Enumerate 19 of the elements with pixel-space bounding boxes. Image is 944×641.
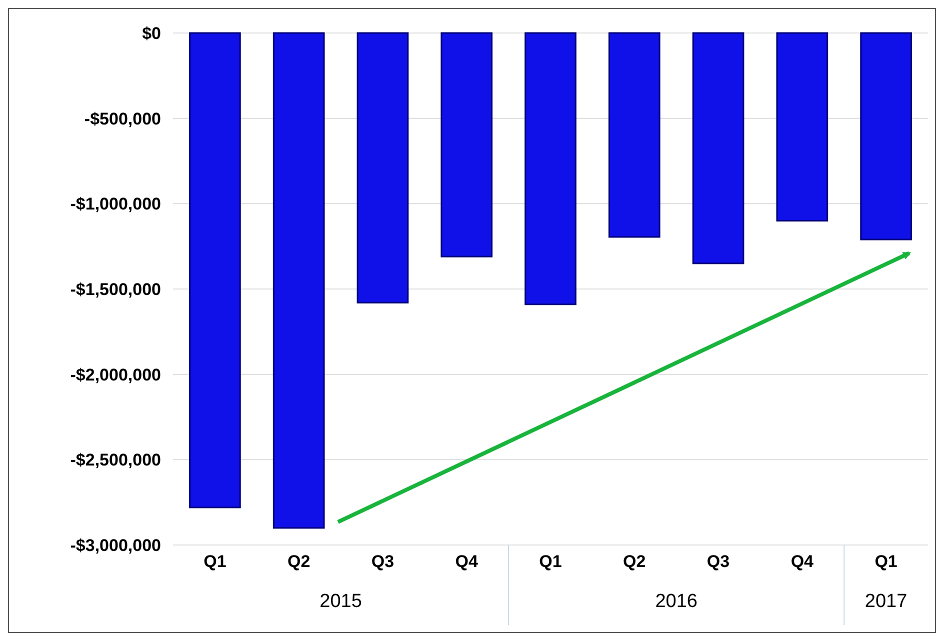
- x-tick-label: Q3: [371, 552, 394, 571]
- y-tick-label: -$3,000,000: [70, 536, 161, 555]
- x-tick-label: Q2: [623, 552, 646, 571]
- x-tick-label: Q1: [539, 552, 562, 571]
- y-tick-label: -$2,000,000: [70, 365, 161, 384]
- x-tick-label: Q4: [455, 552, 478, 571]
- y-tick-label: -$2,500,000: [70, 450, 161, 470]
- x-tick-label: Q4: [790, 552, 814, 571]
- y-tick-label: -$1,000,000: [70, 194, 161, 214]
- text: 2017: [864, 591, 908, 612]
- x-tick-label: Q3: [706, 552, 730, 571]
- text: 2015: [320, 591, 362, 612]
- y-tick-label: $0: [142, 24, 161, 43]
- y-tick-label: -$1,500,000: [70, 280, 161, 299]
- y-tick-label: -$500,000: [84, 109, 161, 128]
- x-tick-label: Q1: [874, 552, 898, 571]
- x-tick-label: Q2: [287, 552, 310, 571]
- text: 2016: [655, 591, 698, 612]
- x-tick-label: Q1: [204, 552, 226, 571]
